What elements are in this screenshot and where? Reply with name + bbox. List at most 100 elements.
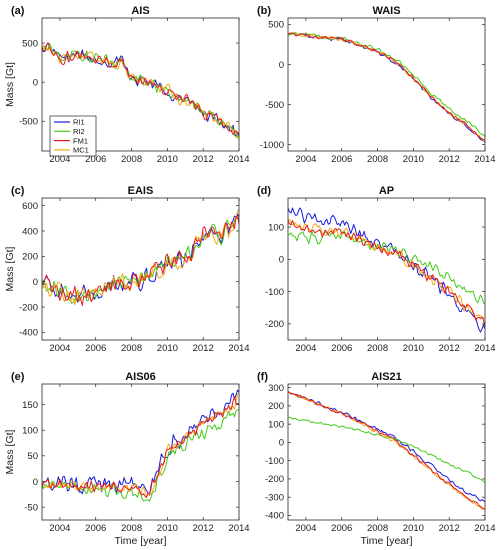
y-tick-label: 100 [268,222,284,233]
y-tick-label: 0 [279,438,284,449]
y-tick-label: 0 [33,77,38,88]
x-tick-label: 2008 [367,523,388,534]
x-tick-label: 2004 [49,523,70,534]
y-axis-label: Mass [Gt] [4,246,16,291]
y-tick-label: 50 [27,451,38,462]
series-line-ri1 [42,213,239,303]
series-line-ri1 [288,32,485,143]
x-tick-label: 2014 [474,343,495,354]
series-line-ri2 [42,42,239,138]
x-tick-label: 2004 [295,343,316,354]
y-tick-label: 0 [33,277,38,288]
panel-title: AP [379,185,394,197]
axes-frame [41,383,240,521]
x-tick-label: 2012 [439,523,460,534]
y-tick-label: 150 [22,400,38,411]
x-tick-label: 2006 [331,523,352,534]
panel-ais21: 2004 2006 2008 2010 2012 2014 -400 -300 -200 -100… [257,371,496,547]
x-tick-label: 2008 [121,343,142,354]
y-tick-label: -400 [19,328,38,339]
axes-frame [41,17,240,152]
y-tick-label: -100 [265,456,284,467]
x-tick-label: 2006 [85,343,106,354]
x-tick-label: 2004 [49,343,70,354]
x-tick-label: 2014 [228,343,249,354]
series-line-mc1 [42,209,239,306]
panel-eais: 2004 2006 2008 2010 2012 2014 -400 -200 0 200 400 6… [4,185,250,354]
panel-title: WAIS [372,5,400,17]
panel-wais: 2004 2006 2008 2010 2012 2014 -1000 -500 0 500 WAI… [257,5,496,165]
axes-frame [287,197,486,341]
x-tick-label: 2004 [295,154,316,165]
panel-ap: 2004 2006 2008 2010 2012 2014 -200 -100 0 100 AP (d… [257,185,496,354]
panel-title: EAIS [128,185,154,197]
x-tick-label: 2012 [193,523,214,534]
panel-letter: (f) [257,371,268,383]
series-line-fm1 [42,396,239,498]
series-line-mc1 [288,218,485,320]
x-tick-label: 2014 [228,523,249,534]
x-axis-label: Time [year] [360,535,412,547]
y-tick-label: -200 [265,474,284,485]
series-line-mc1 [288,32,485,143]
axes-frame [287,383,486,521]
y-tick-label: -200 [19,302,38,313]
series-line-ri1 [288,391,485,503]
y-tick-label: -400 [265,511,284,522]
y-tick-label: 300 [268,383,284,394]
x-tick-label: 2004 [295,523,316,534]
panel-title: AIS21 [371,371,402,383]
x-tick-label: 2008 [367,343,388,354]
legend-label-ri1: RI1 [73,118,85,127]
x-tick-label: 2012 [439,343,460,354]
y-tick-label: 200 [22,252,38,263]
series-line-ri2 [288,416,485,483]
panel-letter: (c) [11,185,25,197]
y-tick-label: 100 [22,425,38,436]
y-tick-label: 0 [33,477,38,488]
x-tick-label: 2010 [157,523,178,534]
y-tick-label: 100 [268,419,284,430]
y-tick-label: 400 [22,226,38,237]
x-tick-label: 2010 [157,154,178,165]
panel-letter: (b) [257,5,271,17]
y-tick-label: 200 [268,401,284,412]
x-tick-label: 2008 [121,154,142,165]
panel-title: AIS06 [125,371,156,383]
panel-ais: 2004 2006 2008 2010 2012 2014 -500 0 500 AIS (a) Ma… [4,5,250,165]
y-tick-label: 0 [279,255,284,266]
x-tick-label: 2010 [157,343,178,354]
series-line-fm1 [42,214,239,307]
x-tick-label: 2012 [193,343,214,354]
x-tick-label: 2008 [121,523,142,534]
y-tick-label: 0 [279,60,284,71]
legend-label-ri2: RI2 [73,127,85,136]
axes-frame [287,17,486,152]
x-tick-label: 2010 [403,523,424,534]
series-group [288,391,485,510]
panel-title: AIS [131,5,149,17]
x-tick-label: 2006 [85,154,106,165]
x-tick-label: 2012 [439,154,460,165]
x-axis-label: Time [year] [114,535,166,547]
y-tick-label: -50 [24,502,38,513]
series-group [42,42,239,139]
x-tick-label: 2010 [403,154,424,165]
x-tick-label: 2012 [193,154,214,165]
series-line-ri2 [288,31,485,137]
y-tick-label: 500 [22,38,38,49]
x-tick-label: 2006 [331,154,352,165]
series-group [288,207,485,333]
series-line-mc1 [42,392,239,497]
legend-label-mc1: MC1 [73,146,89,155]
series-line-fm1 [288,32,485,141]
legend-label-fm1: FM1 [73,136,88,145]
y-tick-label: -1000 [260,140,284,151]
series-line-fm1 [42,42,239,135]
y-tick-label: -200 [265,319,284,330]
panel-ais06: 2004 2006 2008 2010 2012 2014 -50 0 50 100 150 AIS0… [4,371,250,547]
x-tick-label: 2008 [367,154,388,165]
x-tick-label: 2006 [85,523,106,534]
y-axis-label: Mass [Gt] [4,62,16,107]
x-tick-label: 2014 [474,523,495,534]
